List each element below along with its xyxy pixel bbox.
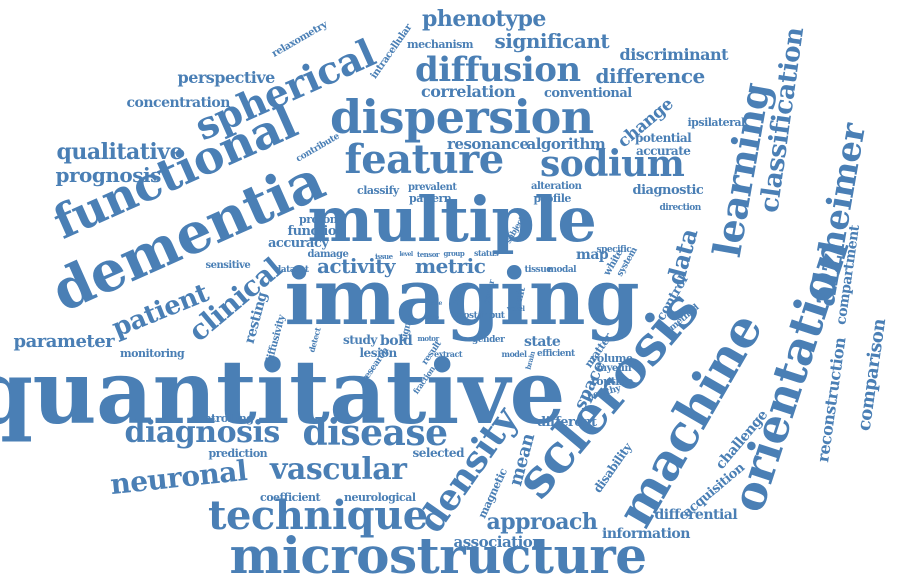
cloud-word: conventional <box>544 85 632 101</box>
cloud-word: prognosis <box>55 163 162 187</box>
cloud-word: neurological <box>344 490 416 504</box>
cloud-word: perspective <box>177 68 276 87</box>
cloud-word: sensitive <box>205 260 251 271</box>
cloud-word: prevalent <box>408 182 457 193</box>
cloud-word: concentration <box>126 95 231 111</box>
cloud-word: group <box>443 248 465 258</box>
cloud-word: pattern <box>409 191 452 205</box>
cloud-word: state <box>524 334 561 350</box>
cloud-word: myelin <box>596 363 632 374</box>
cloud-word: study <box>343 333 377 347</box>
cloud-word: feature <box>344 136 505 183</box>
cloud-word: potential <box>635 131 692 145</box>
cloud-word: most <box>454 310 478 321</box>
cloud-word: motor <box>417 333 440 343</box>
cloud-word: role <box>430 300 443 307</box>
cloud-word: alteration <box>531 181 582 192</box>
cloud-word: different <box>537 414 597 430</box>
cloud-word: multiple <box>307 183 597 256</box>
cloud-word: differential <box>654 507 738 523</box>
cloud-word: approach <box>486 509 598 535</box>
cloud-word: vascular <box>270 452 407 487</box>
cloud-word: level <box>399 251 414 258</box>
cloud-word: activity <box>317 254 396 278</box>
cloud-word: monitoring <box>120 346 185 360</box>
cloud-word: prop <box>425 314 439 321</box>
cloud-word: metric <box>415 254 486 278</box>
cloud-word: alzheimer <box>802 120 874 310</box>
cloud-word: volume <box>591 351 633 365</box>
cloud-word: specific <box>596 244 632 255</box>
cloud-word: coefficient <box>260 490 321 504</box>
cloud-word: proton <box>299 212 338 226</box>
cloud-word: qualitative <box>56 139 184 165</box>
cloud-word: dataset <box>275 264 309 275</box>
cloud-word: significant <box>494 29 610 53</box>
cloud-word: information <box>602 526 690 542</box>
cloud-word: voxel <box>507 303 525 313</box>
cloud-word: selected <box>412 446 465 460</box>
cloud-word: difference <box>595 64 706 88</box>
cloud-word: accurate <box>636 144 691 158</box>
cloud-word: dispersion <box>330 90 594 144</box>
cloud-word: resonance <box>447 134 529 153</box>
cloud-word: disease <box>302 412 449 454</box>
cloud-word: microstructure <box>229 526 648 585</box>
cloud-word: discriminant <box>619 45 729 64</box>
cloud-word: map <box>576 247 609 263</box>
cloud-word: bold <box>380 333 413 349</box>
cloud-word: correlation <box>421 82 516 101</box>
cloud-word: diagnosis <box>124 415 281 450</box>
cloud-word: tissue <box>524 264 552 275</box>
cloud-word: prediction <box>208 446 268 460</box>
cloud-word: gender <box>472 334 505 345</box>
cloud-word: status <box>474 248 499 258</box>
cloud-word: ipsilateral <box>687 115 746 129</box>
cloud-word: quantitative <box>0 340 565 444</box>
cloud-word: lesion <box>359 346 398 360</box>
cloud-word: modal <box>547 264 577 275</box>
cloud-word: direction <box>659 202 702 213</box>
cloud-word: function <box>287 223 346 239</box>
cloud-word: input <box>480 310 505 321</box>
cloud-word: efficient <box>537 348 575 359</box>
cloud-word: comparison <box>853 317 890 433</box>
cloud-word: tensor <box>417 249 440 259</box>
cloud-word: mechanism <box>407 37 473 51</box>
cloud-word: association <box>453 532 544 551</box>
cloud-word: controlling <box>190 411 254 425</box>
cloud-word: sodium <box>540 143 685 185</box>
cloud-word: damage <box>307 249 349 260</box>
cloud-word: intracellular <box>368 22 415 82</box>
cloud-word: diagnostic <box>632 182 704 198</box>
cloud-word: algorithm <box>526 134 606 153</box>
cloud-word: diffusion <box>415 50 581 90</box>
cloud-word: imaging <box>284 252 640 343</box>
cloud-word: phenotype <box>422 6 546 32</box>
cloud-word: extract <box>434 349 463 359</box>
cloud-word: classify <box>357 183 399 197</box>
cloud-word: accuracy <box>268 235 329 251</box>
cloud-word: routine <box>591 374 633 388</box>
cloud-word: model <box>501 349 528 359</box>
cloud-word: profile <box>533 191 572 205</box>
cloud-word: parameter <box>13 331 115 352</box>
cloud-word: technique <box>208 492 428 539</box>
cloud-word: issue <box>375 251 393 261</box>
